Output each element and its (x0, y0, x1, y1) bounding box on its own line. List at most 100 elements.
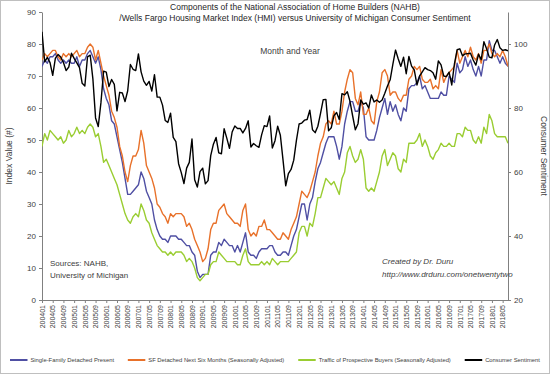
y2-tick-mark (508, 236, 511, 237)
y-tick-label: 80 (27, 40, 36, 49)
x-tick-mark (396, 300, 397, 303)
x-tick-mark (128, 300, 129, 303)
x-tick: 201501 (392, 300, 399, 328)
y2-tick-mark (508, 300, 511, 301)
x-tick: 201401 (360, 300, 367, 328)
x-tick-label: 200701 (135, 305, 142, 328)
x-tick-label: 200909 (221, 305, 228, 328)
x-tick: 200601 (103, 300, 110, 328)
y2-tick-label: 20 (514, 296, 523, 305)
x-tick-label: 200809 (189, 305, 196, 328)
x-tick: 201709 (478, 300, 485, 328)
x-tick: 201705 (467, 300, 474, 328)
x-tick-label: 201601 (424, 305, 431, 328)
x-tick: 201601 (424, 300, 431, 328)
series-line (42, 44, 508, 262)
x-tick: 200509 (92, 300, 99, 328)
x-tick-mark (138, 300, 139, 303)
y-tick-mark (39, 204, 42, 205)
x-tick: 200405 (49, 300, 56, 328)
y-tick-mark (39, 140, 42, 141)
x-tick-mark (471, 300, 472, 303)
x-tick-label: 200601 (103, 305, 110, 328)
y2-tick-label: 60 (514, 168, 523, 177)
x-tick-label: 200401 (39, 305, 46, 328)
legend-item: Single-Family Detached Present (10, 357, 114, 363)
x-tick: 200605 (114, 300, 121, 328)
y2-axis: 20 40 60 80 100 (508, 13, 528, 306)
x-tick-label: 201605 (435, 305, 442, 328)
x-tick: 201101 (264, 300, 271, 328)
x-tick-label: 201401 (360, 305, 367, 328)
x-tick: 200505 (82, 300, 89, 328)
x-tick-mark (321, 300, 322, 303)
x-tick-label: 200505 (82, 305, 89, 328)
y-tick-label: 0 (32, 296, 37, 305)
y2-tick: 40 (508, 232, 523, 241)
y-tick-label: 90 (27, 8, 36, 17)
x-tick: 201109 (285, 300, 292, 328)
x-tick-mark (267, 300, 268, 303)
y-tick-mark (39, 268, 42, 269)
x-tick-mark (85, 300, 86, 303)
x-tick-mark (256, 300, 257, 303)
x-tick-mark (74, 300, 75, 303)
x-tick: 200809 (189, 300, 196, 328)
y-tick: 70 (27, 72, 42, 81)
y-tick: 90 (27, 8, 42, 17)
x-tick-label: 200509 (92, 305, 99, 328)
x-tick: 201409 (382, 300, 389, 328)
x-tick-mark (331, 300, 332, 303)
x-tick-mark (149, 300, 150, 303)
x-tick-label: 200905 (210, 305, 217, 328)
x-tick-label: 200801 (167, 305, 174, 328)
y2-tick: 20 (508, 296, 523, 305)
series-lines (42, 32, 508, 281)
x-tick-label: 201305 (339, 305, 346, 328)
x-tick-mark (417, 300, 418, 303)
y-tick-mark (39, 236, 42, 237)
x-tick-label: 201209 (317, 305, 324, 328)
legend-swatch (465, 359, 483, 361)
y-tick-mark (39, 76, 42, 77)
chart: 2004012004052004092005012005052005092006… (0, 0, 550, 374)
x-tick-label: 201705 (467, 305, 474, 328)
x-tick: 201105 (274, 300, 281, 328)
x-tick-mark (438, 300, 439, 303)
x-tick-label: 201201 (296, 305, 303, 328)
y2-tick-label: 80 (514, 104, 523, 113)
x-tick-mark (96, 300, 97, 303)
legend: Single-Family Detached PresentSF Detache… (10, 357, 540, 363)
y-tick-mark (39, 12, 42, 13)
x-tick-mark (63, 300, 64, 303)
y-axis-title: Index Value (#) (4, 127, 14, 184)
x-tick-label: 200705 (146, 305, 153, 328)
x-tick: 201605 (435, 300, 442, 328)
x-tick-label: 201501 (392, 305, 399, 328)
x-tick-label: 201205 (307, 305, 314, 328)
y-tick: 40 (27, 168, 42, 177)
x-tick-label: 200405 (49, 305, 56, 328)
x-tick-mark (460, 300, 461, 303)
x-tick-mark (106, 300, 107, 303)
x-tick-mark (342, 300, 343, 303)
x-tick-mark (203, 300, 204, 303)
x-tick: 201509 (414, 300, 421, 328)
x-tick-label: 201509 (414, 305, 421, 328)
y-tick-label: 70 (27, 72, 36, 81)
x-tick-mark (481, 300, 482, 303)
chart-border (1, 1, 550, 374)
y-tick-mark (39, 44, 42, 45)
x-tick: 201205 (307, 300, 314, 328)
x-tick-label: 201001 (232, 305, 239, 328)
x-tick: 201805 (499, 300, 506, 328)
legend-item: Traffic of Prospective Buyers (Seasonall… (298, 357, 451, 363)
x-tick-label: 201701 (457, 305, 464, 328)
x-tick-mark (181, 300, 182, 303)
x-tick-label: 201409 (382, 305, 389, 328)
x-tick-label: 200501 (71, 305, 78, 328)
legend-swatch (298, 359, 316, 361)
series-line (42, 41, 508, 278)
y2-tick: 100 (508, 40, 528, 49)
x-tick-mark (288, 300, 289, 303)
